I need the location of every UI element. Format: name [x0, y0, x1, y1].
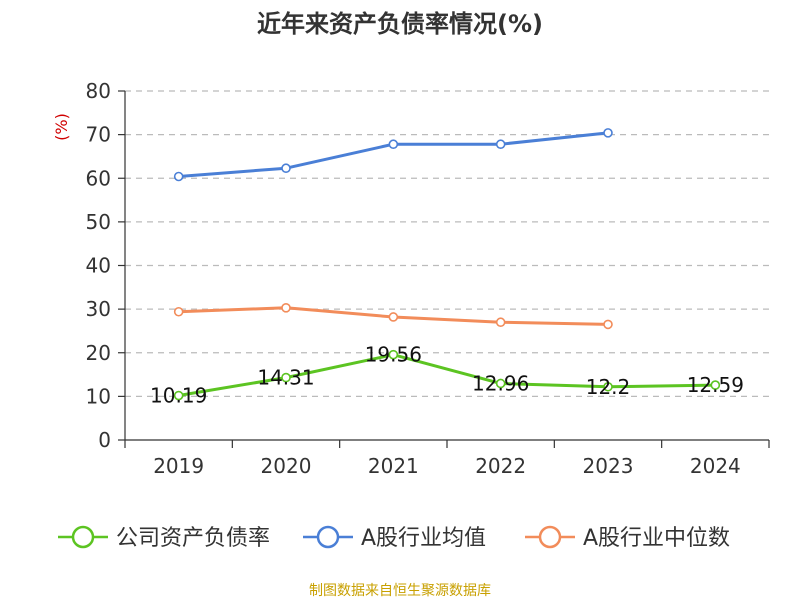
series-line — [178, 353, 716, 397]
x-tick-label: 2022 — [475, 454, 526, 478]
data-label: 14.31 — [257, 366, 314, 390]
data-label: 12.2 — [586, 375, 631, 399]
data-point — [603, 319, 613, 330]
data-point — [281, 372, 291, 383]
legend-label: 公司资产负债率 — [116, 526, 270, 551]
data-label: 19.56 — [365, 343, 422, 367]
data-label: 12.96 — [472, 371, 529, 395]
source-note: 制图数据来自恒生聚源数据库 — [309, 583, 491, 599]
y-tick-label: 80 — [86, 79, 111, 103]
legend: 公司资产负债率 A股行业均值 A股行业中位数 — [58, 525, 730, 551]
y-tick-label: 50 — [86, 210, 111, 234]
y-tick-label: 10 — [86, 384, 111, 408]
series-lines — [173, 128, 721, 401]
grid-lines — [125, 90, 769, 397]
x-tick-label: 2019 — [153, 454, 204, 478]
y-tick-label: 70 — [86, 123, 111, 147]
y-tick-label: 30 — [86, 297, 111, 321]
data-point — [173, 171, 184, 182]
data-point — [388, 139, 399, 150]
data-label: 12.59 — [687, 373, 744, 397]
data-point — [281, 163, 291, 174]
axes: 0 10 20 30 40 50 60 70 80 (%) 2019 2020 2021 2022 2023… — [52, 79, 770, 478]
data-label: 10.19 — [150, 384, 207, 408]
legend-label: A股行业中位数 — [583, 526, 730, 551]
x-tick-label: 2020 — [261, 454, 312, 478]
data-point — [603, 381, 613, 392]
data-point — [173, 390, 184, 401]
x-tick-label: 2021 — [368, 454, 419, 478]
x-tick-label: 2024 — [690, 454, 741, 478]
data-point — [495, 378, 506, 389]
data-point — [603, 128, 613, 138]
data-point — [388, 349, 399, 360]
y-axis-label: (%) — [52, 113, 71, 141]
y-tick-label: 40 — [86, 254, 111, 278]
legend-marker — [538, 525, 562, 549]
legend-marker — [316, 525, 340, 549]
data-point — [388, 312, 399, 322]
data-point — [173, 306, 184, 317]
data-point — [495, 139, 506, 150]
y-tick-label: 0 — [98, 428, 111, 452]
data-point — [710, 380, 721, 390]
data-labels: 10.19 14.31 19.56 12.96 12.2 12.59 — [150, 343, 744, 408]
legend-label: A股行业均值 — [361, 526, 486, 551]
data-point — [495, 317, 506, 328]
legend-marker — [71, 525, 95, 549]
y-tick-label: 60 — [86, 166, 111, 190]
x-tick-label: 2023 — [583, 454, 634, 478]
data-point — [281, 303, 291, 313]
chart-title: 近年来资产负债率情况(%) — [257, 10, 543, 38]
y-tick-label: 20 — [86, 341, 111, 365]
